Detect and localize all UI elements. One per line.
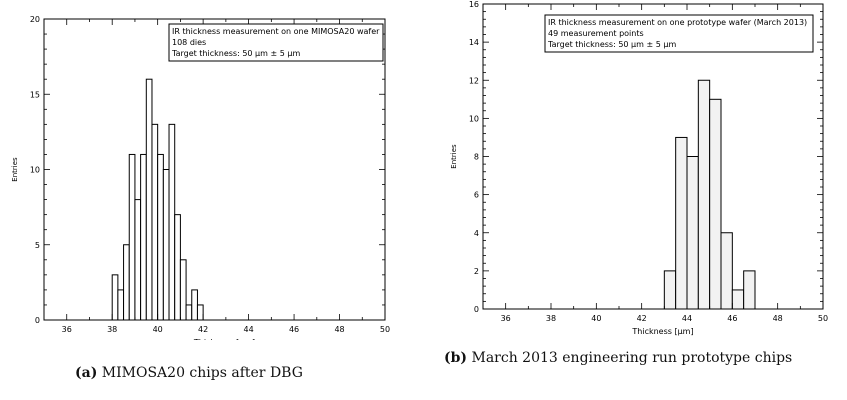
bar-a-1: [117, 289, 125, 321]
bar-b-2: [686, 156, 699, 310]
histogram-a: 36 38 40 42 44 46 48 50 0 5 10 15 20 Thickness [µm] En…: [11, 15, 390, 340]
x-tick-label-a-48: 48: [334, 325, 344, 334]
caption-a-text: MIMOSA20 chips after DBG: [101, 365, 303, 381]
x-tick-label-b-38: 38: [546, 314, 556, 323]
bar-a-4: [134, 199, 142, 321]
x-tick-label-b-44: 44: [682, 314, 692, 323]
bar-a-7: [151, 123, 159, 321]
x-tick-label-b-42: 42: [637, 314, 647, 323]
bar-b-1: [675, 136, 688, 310]
x-tick-label-a-38: 38: [107, 325, 117, 334]
legend-line-b-1: 49 measurement points: [548, 29, 644, 38]
x-tick-label-a-46: 46: [289, 325, 299, 334]
bar-a-8: [157, 153, 164, 321]
bar-a-10: [168, 123, 176, 321]
bar-a-9: [162, 169, 170, 321]
bar-b-5: [720, 232, 733, 310]
x-tick-label-b-36: 36: [501, 314, 511, 323]
bar-b-0: [663, 270, 677, 310]
legend-box-a: [168, 23, 384, 62]
caption-b-tag: (b): [444, 350, 468, 366]
bar-b-7: [743, 270, 756, 310]
x-tick-label-a-40: 40: [153, 325, 163, 334]
y-tick-label-b-10: 10: [469, 114, 479, 123]
bar-b-6: [731, 289, 745, 310]
plot-layer-a: 36 38 40 42 44 46 48 50 0 5 10 15 20 Thickness [µm] En…: [11, 15, 390, 340]
caption-b: (b) March 2013 engineering run prototype…: [444, 349, 839, 368]
y-tick-label-a-0: 0: [35, 316, 40, 325]
x-tick-label-b-46: 46: [727, 314, 737, 323]
legend-line-a-1: 108 dies: [172, 38, 206, 47]
bar-a-11: [174, 214, 181, 321]
legend-line-b-0: IR thickness measurement on one prototyp…: [548, 18, 807, 27]
x-tick-label-a-42: 42: [198, 325, 208, 334]
y-tick-label-b-12: 12: [469, 76, 479, 85]
y-tick-label-b-4: 4: [474, 229, 479, 238]
x-tick-label-b-48: 48: [773, 314, 783, 323]
y-axis-label-b: Entries: [450, 144, 458, 169]
caption-b-text: March 2013 engineering run prototype chi…: [471, 350, 793, 366]
x-tick-label-b-40: 40: [591, 314, 601, 323]
y-tick-label-a-15: 15: [30, 90, 40, 99]
y-tick-label-b-6: 6: [474, 191, 479, 200]
caption-a-tag: (a): [75, 365, 98, 381]
bar-a-5: [140, 153, 147, 321]
y-tick-label-b-14: 14: [469, 38, 479, 47]
plot-frame-a: [43, 18, 386, 321]
bar-a-14: [191, 289, 198, 321]
bar-a-15: [196, 304, 204, 321]
y-tick-label-b-8: 8: [474, 153, 479, 162]
bar-b-3: [697, 79, 711, 310]
y-tick-label-a-10: 10: [30, 166, 40, 175]
y-tick-label-a-5: 5: [35, 241, 40, 250]
x-axis-label-a: Thickness [µm]: [193, 338, 255, 340]
x-tick-label-b-50: 50: [818, 314, 828, 323]
bar-a-6: [145, 78, 153, 321]
bar-a-3: [128, 153, 136, 321]
legend-line-a-0: IR thickness measurement on one MIMOSA20…: [172, 27, 380, 36]
bar-a-12: [179, 259, 187, 321]
caption-a: (a) MIMOSA20 chips after DBG: [75, 364, 395, 383]
x-tick-label-a-44: 44: [244, 325, 254, 334]
legend-box-b: [544, 14, 814, 53]
bar-a-13: [185, 304, 193, 321]
bar-a-2: [123, 244, 130, 321]
y-tick-label-b-2: 2: [474, 267, 479, 276]
bar-a-0: [111, 274, 119, 321]
y-tick-label-b-0: 0: [474, 305, 479, 314]
x-axis-label-b: Thickness [µm]: [631, 327, 693, 336]
y-tick-label-b-16: 16: [469, 0, 479, 9]
legend-line-b-2: Target thickness: 50 µm ± 5 µm: [547, 40, 676, 49]
y-axis-label-a: Entries: [11, 157, 19, 182]
y-tick-label-a-20: 20: [30, 15, 40, 24]
legend-line-a-2: Target thickness: 50 µm ± 5 µm: [171, 49, 300, 58]
bar-b-4: [709, 98, 722, 310]
x-tick-label-a-36: 36: [62, 325, 72, 334]
x-tick-label-a-50: 50: [380, 325, 390, 334]
